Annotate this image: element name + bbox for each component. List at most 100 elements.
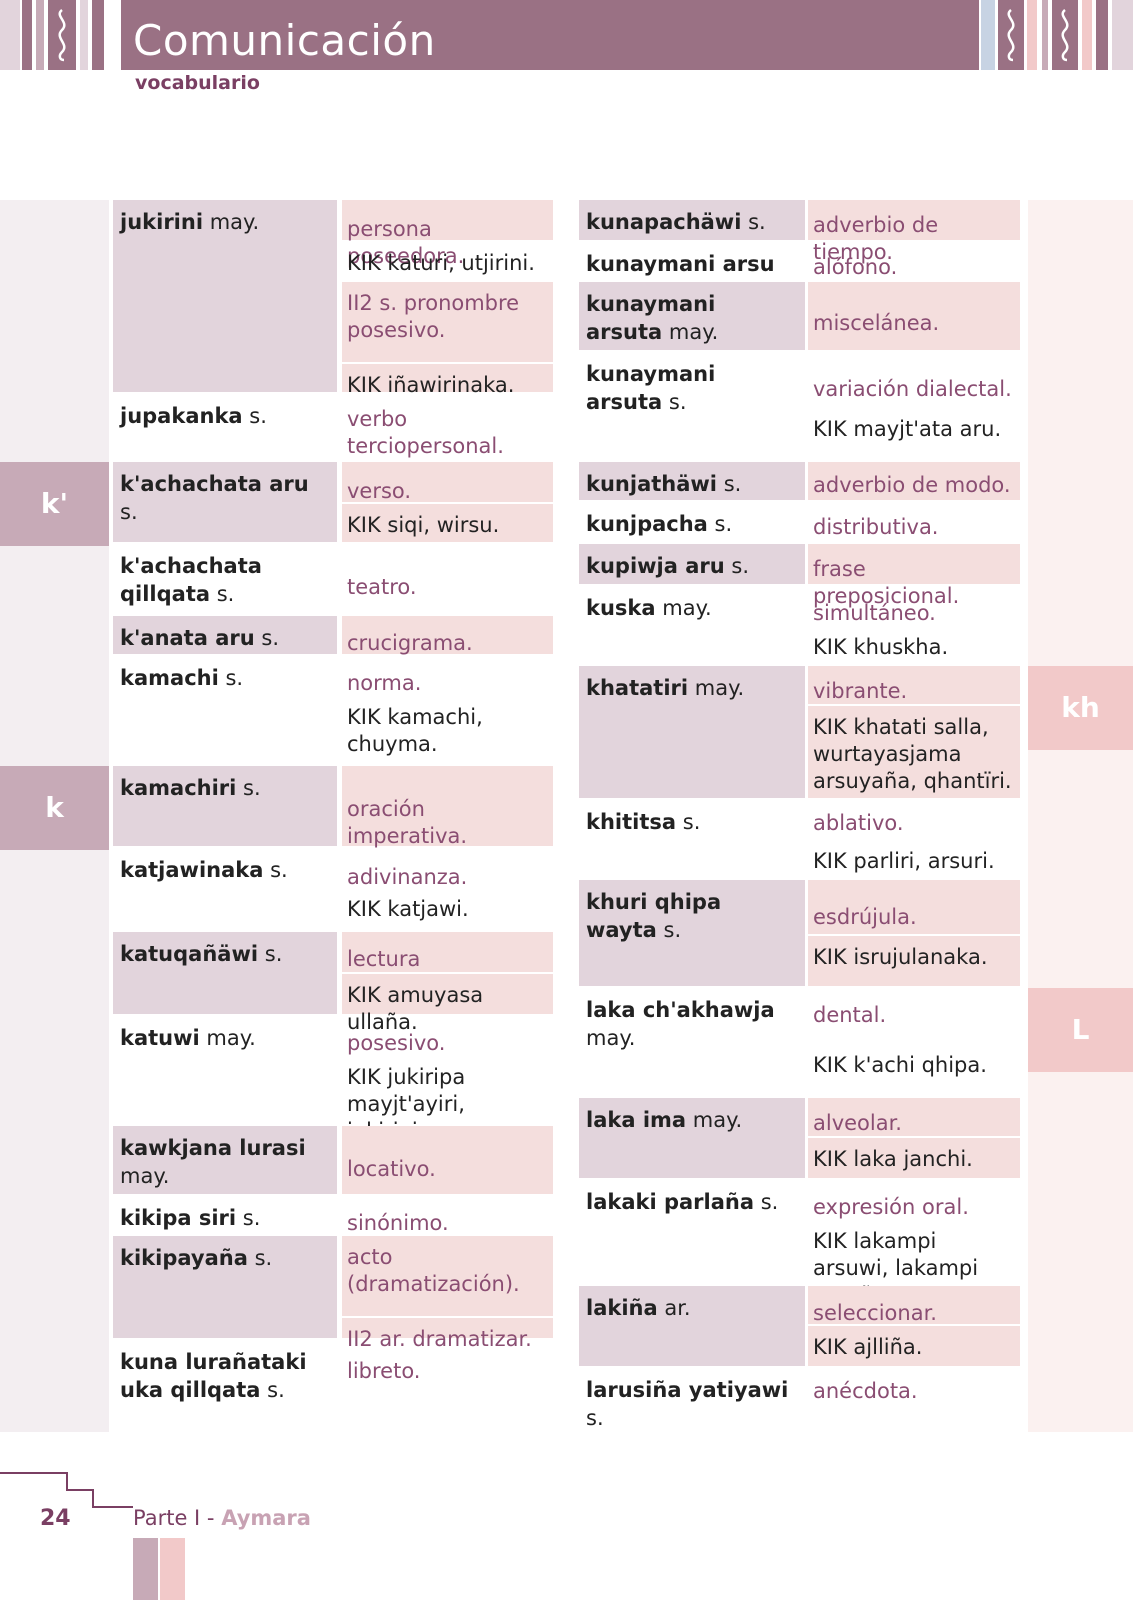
definition-text: expresión oral. (813, 1195, 969, 1219)
entry-term: khatatiri may. (579, 666, 805, 798)
grammar-tag: s. (242, 1206, 261, 1230)
kik-synonym: KIK khuskha. (813, 635, 949, 659)
definition-text: II2 s. pronombre posesivo. (342, 282, 553, 362)
term-word: k'anata aru (120, 626, 255, 650)
spiral-ornament-icon (1061, 9, 1069, 62)
footer-step-line (0, 1472, 133, 1508)
grammar-tag: s. (731, 554, 750, 578)
entry-term: kuna lurañataki uka qillqata s. (113, 1340, 337, 1430)
term-word: kunjathäwi (586, 472, 717, 496)
grammar-tag: may. (662, 596, 712, 620)
term-word: kikipa siri (120, 1206, 237, 1230)
header-stripe (1082, 0, 1092, 70)
letter-tab-kh: kh (1028, 666, 1133, 750)
grammar-tag: s. (243, 776, 261, 800)
term-word: kunaymani arsuta (586, 292, 716, 344)
definition-text: alveolar. (808, 1098, 1020, 1136)
letter-tab-l: L (1028, 988, 1133, 1072)
definition-text: locativo. (342, 1126, 553, 1194)
grammar-tag: may. (120, 1164, 170, 1188)
kik-synonym: KIK mayjt'ata aru. (813, 417, 1002, 441)
entry-term: laka ima may. (579, 1098, 805, 1178)
kik-synonym: KIK iñawirinaka. (342, 364, 553, 397)
entry-term: khititsa s. (579, 800, 805, 878)
grammar-tag: s. (216, 582, 235, 606)
definition-text: alófono. (813, 255, 898, 279)
definition-text: sinónimo. (347, 1211, 449, 1235)
term-word: khuri qhipa wayta (586, 890, 722, 942)
header-stripe (1027, 0, 1037, 70)
term-word: kunapachäwi (586, 210, 742, 234)
entry-term: k'achachata aru s. (113, 462, 337, 542)
kik-synonym: KIK khatati salla, wurtayasjama arsuyaña… (808, 706, 1020, 798)
entry-term: katuwi may. (113, 1016, 337, 1124)
spiral-ornament-icon (58, 9, 66, 62)
term-word: khatatiri (586, 676, 689, 700)
kik-synonym: KIK isrujulanaka. (808, 936, 1020, 986)
entry-term: katuqañäwi s. (113, 932, 337, 1014)
definition-text: variación dialectal. (813, 377, 1012, 401)
kik-synonym: KIK siqi, wirsu. (342, 504, 553, 542)
entry-term: kikipayaña s. (113, 1236, 337, 1338)
definition-text: adivinanza. (347, 865, 468, 889)
term-word: katuqañäwi (120, 942, 259, 966)
definition-text: simultáneo. (813, 601, 936, 625)
header-stripe (1112, 0, 1133, 70)
header-bar (121, 0, 979, 70)
definition-text: vibrante. (808, 666, 1020, 704)
term-word: kamachiri (120, 776, 237, 800)
grammar-tag: may. (692, 1108, 743, 1132)
header-stripe (1096, 0, 1108, 70)
grammar-tag: s. (267, 1378, 285, 1402)
term-word: kunaymani arsu (586, 252, 775, 276)
entry-term: kunaymani arsuta s. (579, 352, 805, 460)
page-header: Comunicación (0, 0, 1133, 70)
definition-text: verso. (342, 462, 553, 503)
definition-text: ablativo. (813, 811, 904, 835)
definition-text: dental. (813, 1003, 887, 1027)
grammar-tag: s. (254, 1246, 273, 1270)
definition-text: verbo terciopersonal. (347, 407, 504, 458)
term-word: jukirini (120, 210, 204, 234)
header-stripe (22, 0, 32, 70)
grammar-tag: s. (748, 210, 766, 234)
grammar-tag: s. (668, 390, 687, 414)
kik-synonym: KIK laka janchi. (808, 1138, 1020, 1178)
footer-bar (133, 1538, 158, 1600)
term-word: kuska (586, 596, 656, 620)
entry-term: laka ch'akhawja may. (579, 988, 805, 1096)
grammar-tag: s. (663, 918, 682, 942)
grammar-tag: s. (760, 1190, 779, 1214)
footer-label: Parte I - Aymara (133, 1506, 311, 1530)
grammar-tag: s. (682, 810, 701, 834)
definition-text: crucigrama. (342, 616, 553, 655)
entry-term: kuska may. (579, 586, 805, 664)
grammar-tag: s. (714, 512, 733, 536)
kik-synonym: KIK parliri, arsuri. (813, 849, 995, 873)
kik-synonym: KIK kamachi, chuyma. (347, 705, 483, 756)
definition-text: teatro. (347, 575, 417, 599)
definition-text: norma. (347, 671, 422, 695)
definition-text: II2 ar. dramatizar. (342, 1318, 553, 1351)
definition-text: anécdota. (813, 1379, 918, 1403)
entry-term: kamachiri s. (113, 766, 337, 846)
term-word: kupiwja aru (586, 554, 725, 578)
grammar-tag: may. (206, 1026, 256, 1050)
term-word: lakiña (586, 1296, 658, 1320)
letter-tab-k: k (0, 766, 109, 850)
page-title: Comunicación (133, 16, 436, 65)
footer-language: Aymara (221, 1506, 311, 1530)
footer-bar (160, 1538, 185, 1600)
entry-term: kunaymani arsu s. (579, 242, 805, 304)
entry-term: k'anata aru s. (113, 616, 337, 654)
term-word: laka ch'akhawja (586, 998, 775, 1022)
definition-text: miscelánea. (808, 282, 1020, 350)
term-word: khititsa (586, 810, 677, 834)
kik-synonym: KIK ajlliña. (808, 1326, 1020, 1366)
spiral-ornament-icon (1007, 9, 1015, 62)
definition-text: persona poseedora. (342, 200, 553, 268)
entry-term: kunapachäwi s. (579, 200, 805, 240)
kik-synonym: KIK katuri, utjirini. (347, 251, 535, 275)
footer-separator: - (200, 1506, 222, 1530)
page-subtitle: vocabulario (135, 72, 260, 94)
